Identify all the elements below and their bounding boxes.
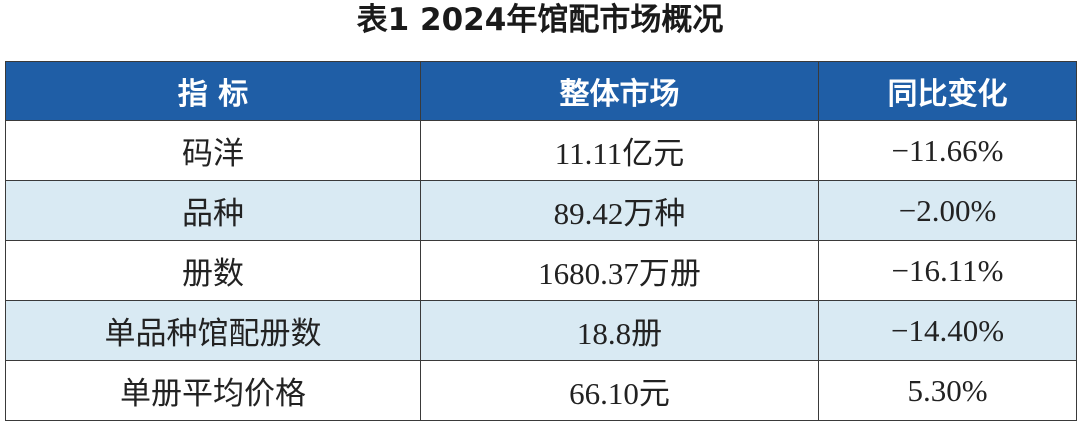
table-cell: −16.11% <box>818 240 1077 301</box>
table-cell: 18.8册 <box>420 300 819 361</box>
table-row: 单册平均价格 66.10元 5.30% <box>5 360 1077 421</box>
header-cell: 同比变化 <box>818 61 1077 121</box>
table-body: 码洋 11.11亿元 −11.66% 品种 89.42万种 −2.00% 册数 1680.37… <box>5 120 1077 421</box>
table-cell: 5.30% <box>818 360 1077 421</box>
table-cell: 89.42万种 <box>420 180 819 241</box>
table: 指 标 整体市场 同比变化 码洋 11.11亿元 −11.66% 品种 89.42万种 −… <box>5 61 1077 421</box>
header-cell: 整体市场 <box>420 61 819 121</box>
table-cell: 单品种馆配册数 <box>5 300 421 361</box>
table-title: 表1 2024年馆配市场概况 <box>356 2 724 38</box>
table-row: 码洋 11.11亿元 −11.66% <box>5 120 1077 181</box>
header-cell: 指 标 <box>5 61 421 121</box>
table-cell: −11.66% <box>818 120 1077 181</box>
table-cell: 单册平均价格 <box>5 360 421 421</box>
table-cell: 1680.37万册 <box>420 240 819 301</box>
table-cell: −14.40% <box>818 300 1077 361</box>
table-cell: −2.00% <box>818 180 1077 241</box>
table-header: 指 标 整体市场 同比变化 <box>5 61 1077 121</box>
table-cell: 品种 <box>5 180 421 241</box>
table-row: 册数 1680.37万册 −16.11% <box>5 240 1077 301</box>
table-row: 品种 89.42万种 −2.00% <box>5 180 1077 241</box>
table-cell: 66.10元 <box>420 360 819 421</box>
table-row: 单品种馆配册数 18.8册 −14.40% <box>5 300 1077 361</box>
table-cell: 册数 <box>5 240 421 301</box>
header-row: 指 标 整体市场 同比变化 <box>5 61 1077 121</box>
table-cell: 码洋 <box>5 120 421 181</box>
table-cell: 11.11亿元 <box>420 120 819 181</box>
